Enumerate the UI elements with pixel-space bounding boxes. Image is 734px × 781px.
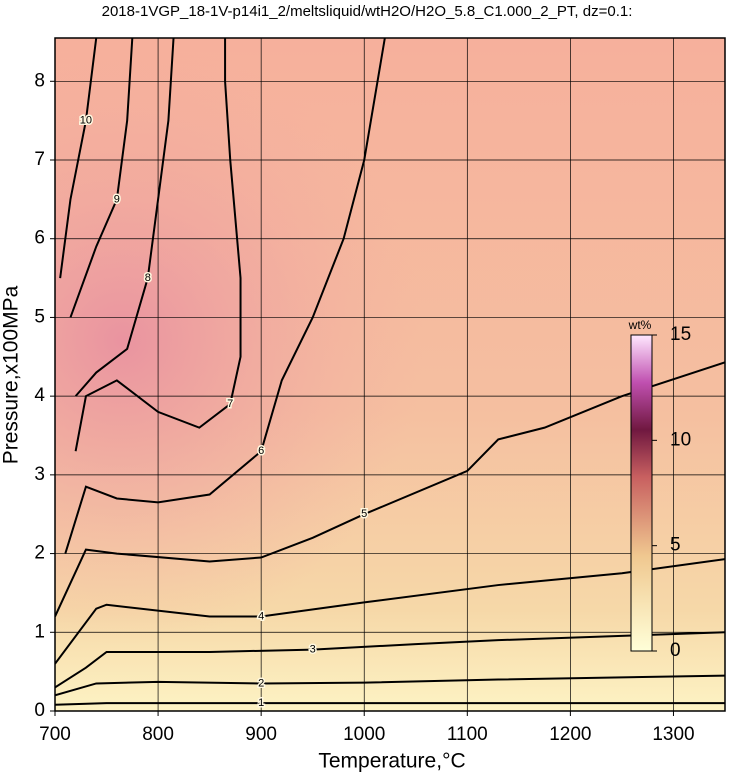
contour-line — [74, 38, 242, 452]
contour-line — [55, 674, 725, 697]
x-tick-label: 900 — [245, 724, 277, 745]
contour-line — [64, 38, 386, 554]
y-tick-label: 1 — [34, 621, 45, 642]
colorbar — [630, 334, 653, 652]
contour-label: 10 — [80, 115, 92, 127]
contour-line — [59, 38, 98, 279]
x-tick-label: 1300 — [652, 724, 694, 745]
y-axis-label: Pressure,x100MPa — [0, 285, 23, 464]
y-tick-label: 0 — [34, 700, 45, 721]
y-tick-label: 7 — [34, 149, 45, 170]
colorbar-tick-label: 10 — [670, 429, 691, 450]
colorbar-tick-label: 5 — [670, 535, 681, 556]
plot-frame — [54, 37, 726, 712]
contour-line — [55, 702, 725, 706]
x-tick-label: 1100 — [447, 724, 488, 745]
x-tick-label: 800 — [142, 724, 174, 745]
contour-label: 5 — [361, 508, 367, 520]
y-tick-label: 8 — [34, 70, 45, 91]
colorbar-label: wt% — [628, 318, 652, 332]
contour-label: 6 — [258, 445, 264, 457]
contour-label: 7 — [227, 398, 233, 410]
contour-line — [55, 361, 725, 617]
contour-label: 3 — [310, 644, 316, 656]
y-tick-label: 4 — [34, 385, 45, 406]
x-tick-label: 700 — [39, 724, 71, 745]
y-tick-label: 6 — [34, 228, 45, 249]
contour-label: 9 — [114, 193, 120, 205]
contour-line — [55, 558, 725, 665]
x-axis-label: Temperature,°C — [318, 750, 465, 773]
colorbar-tick-label: 15 — [670, 324, 691, 345]
contour-label: 4 — [258, 610, 264, 622]
contour-line — [55, 631, 725, 689]
y-tick-label: 2 — [34, 543, 45, 564]
chart-title: 2018-1VGP_18-1V-p14i1_2/meltsliquid/wtH2… — [102, 3, 633, 20]
contour-label: 8 — [145, 272, 151, 284]
x-tick-label: 1000 — [343, 724, 385, 745]
contour-line — [69, 38, 134, 318]
contour-label: 2 — [258, 677, 264, 689]
x-tick-label: 1200 — [549, 724, 591, 745]
contour-label: 1 — [258, 697, 264, 709]
contour-line — [74, 38, 175, 397]
y-tick-label: 5 — [34, 306, 45, 327]
colorbar-tick-label: 0 — [670, 640, 681, 661]
y-tick-label: 3 — [34, 464, 45, 485]
